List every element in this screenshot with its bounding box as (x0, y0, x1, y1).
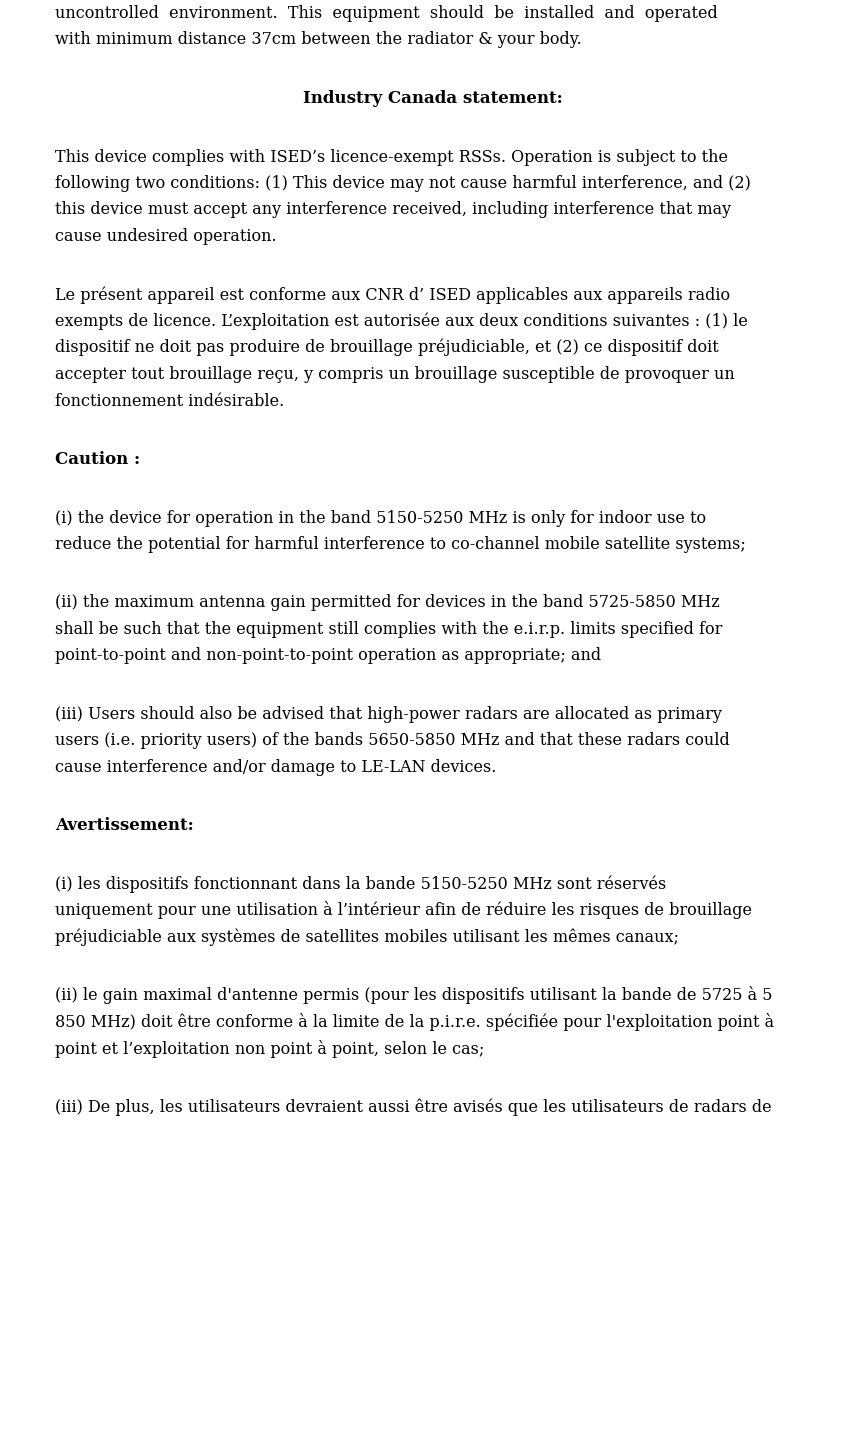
Text: cause undesired operation.: cause undesired operation. (55, 227, 277, 245)
Text: (i) the device for operation in the band 5150-5250 MHz is only for indoor use to: (i) the device for operation in the band… (55, 509, 706, 527)
Text: Le présent appareil est conforme aux CNR d’ ISED applicables aux appareils radio: Le présent appareil est conforme aux CNR… (55, 286, 730, 304)
Text: Caution :: Caution : (55, 450, 140, 468)
Text: dispositif ne doit pas produire de brouillage préjudiciable, et (2) ce dispositi: dispositif ne doit pas produire de broui… (55, 340, 719, 357)
Text: reduce the potential for harmful interference to co-channel mobile satellite sys: reduce the potential for harmful interfe… (55, 535, 746, 553)
Text: (ii) the maximum antenna gain permitted for devices in the band 5725-5850 MHz: (ii) the maximum antenna gain permitted … (55, 594, 720, 612)
Text: 850 MHz) doit être conforme à la limite de la p.i.r.e. spécifiée pour l'exploita: 850 MHz) doit être conforme à la limite … (55, 1013, 774, 1030)
Text: fonctionnement indésirable.: fonctionnement indésirable. (55, 393, 285, 410)
Text: (iii) De plus, les utilisateurs devraient aussi être avisés que les utilisateurs: (iii) De plus, les utilisateurs devraien… (55, 1098, 772, 1117)
Text: uniquement pour une utilisation à l’intérieur afin de réduire les risques de bro: uniquement pour une utilisation à l’inté… (55, 901, 752, 920)
Text: cause interference and/or damage to LE-LAN devices.: cause interference and/or damage to LE-L… (55, 758, 497, 776)
Text: with minimum distance 37cm between the radiator & your body.: with minimum distance 37cm between the r… (55, 32, 582, 49)
Text: (i) les dispositifs fonctionnant dans la bande 5150-5250 MHz sont réservés: (i) les dispositifs fonctionnant dans la… (55, 875, 666, 894)
Text: Avertissement:: Avertissement: (55, 817, 194, 835)
Text: point et l’exploitation non point à point, selon le cas;: point et l’exploitation non point à poin… (55, 1039, 484, 1058)
Text: point-to-point and non-point-to-point operation as appropriate; and: point-to-point and non-point-to-point op… (55, 648, 601, 665)
Text: uncontrolled  environment.  This  equipment  should  be  installed  and  operate: uncontrolled environment. This equipment… (55, 4, 718, 22)
Text: Industry Canada statement:: Industry Canada statement: (303, 91, 562, 106)
Text: shall be such that the equipment still complies with the e.i.r.p. limits specifi: shall be such that the equipment still c… (55, 622, 722, 637)
Text: accepter tout brouillage reçu, y compris un brouillage susceptible de provoquer : accepter tout brouillage reçu, y compris… (55, 366, 734, 383)
Text: (ii) le gain maximal d'antenne permis (pour les dispositifs utilisant la bande d: (ii) le gain maximal d'antenne permis (p… (55, 987, 772, 1004)
Text: This device complies with ISED’s licence-exempt RSSs. Operation is subject to th: This device complies with ISED’s licence… (55, 148, 728, 165)
Text: this device must accept any interference received, including interference that m: this device must accept any interference… (55, 201, 731, 219)
Text: following two conditions: (1) This device may not cause harmful interference, an: following two conditions: (1) This devic… (55, 176, 751, 191)
Text: exempts de licence. L’exploitation est autorisée aux deux conditions suivantes :: exempts de licence. L’exploitation est a… (55, 312, 748, 330)
Text: (iii) Users should also be advised that high-power radars are allocated as prima: (iii) Users should also be advised that … (55, 707, 722, 722)
Text: users (i.e. priority users) of the bands 5650-5850 MHz and that these radars cou: users (i.e. priority users) of the bands… (55, 732, 730, 750)
Text: préjudiciable aux systèmes de satellites mobiles utilisant les mêmes canaux;: préjudiciable aux systèmes de satellites… (55, 928, 679, 945)
